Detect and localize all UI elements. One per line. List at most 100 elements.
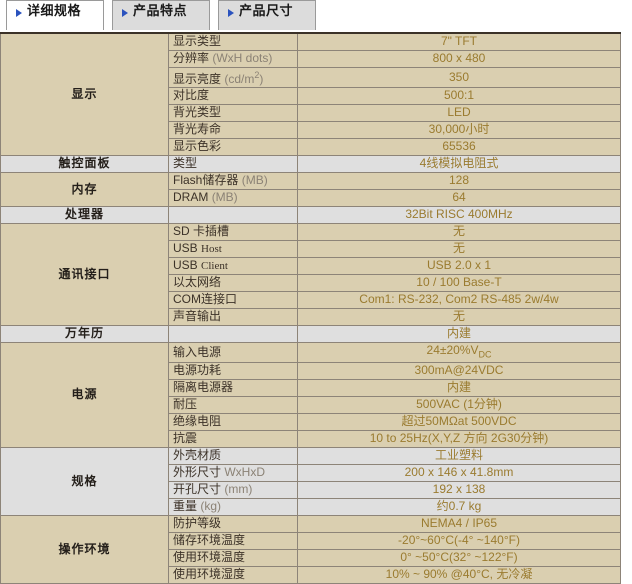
- attr-text: 显示类型: [173, 34, 222, 49]
- spec-attribute-label: [168, 205, 298, 224]
- table-row: 使用环境湿度 10% ~ 90% @40°C, 无冷凝: [1, 565, 621, 584]
- spec-attribute-label: DRAM (MB): [168, 188, 298, 207]
- spec-attribute-label: 储存环境温度: [168, 531, 298, 550]
- value-text: 300mA@24VDC: [414, 363, 504, 378]
- spec-value: -20°~60°C(-4° ~140°F): [297, 531, 621, 550]
- attr-text: 电源功耗: [173, 363, 222, 378]
- spec-value: 超过50MΩat 500VDC: [297, 412, 621, 431]
- spec-value: 无: [297, 222, 621, 241]
- tab-1[interactable]: 详细规格: [6, 0, 104, 30]
- spec-value: 10 / 100 Base-T: [297, 273, 621, 292]
- value-text: NEMA4 / IP65: [420, 516, 498, 531]
- table-row: 分辨率 (WxH dots) 800 x 480: [1, 49, 621, 68]
- spec-value: 300mA@24VDC: [297, 361, 621, 380]
- spec-attribute-label: 声音输出: [168, 307, 298, 326]
- table-row: 背光寿命 30,000小时: [1, 120, 621, 139]
- spec-value: 192 x 138: [297, 480, 621, 499]
- value-text: -20°~60°C(-4° ~140°F): [398, 533, 520, 548]
- triangle-right-icon: [122, 9, 128, 17]
- table-row: 外形尺寸 WxHxD 200 x 146 x 41.8mm: [1, 463, 621, 482]
- spec-attribute-label: [168, 324, 298, 343]
- spec-group-label: 通讯接口: [0, 222, 169, 326]
- subscript: DC: [478, 348, 492, 359]
- value-text: 500VAC (1分钟): [416, 397, 502, 412]
- attr-unit-value: (WxH dots): [212, 51, 273, 65]
- spec-value: USB 2.0 x 1: [297, 256, 621, 275]
- spec-value: 内建: [297, 378, 621, 397]
- spec-group-label: 处理器: [0, 205, 169, 224]
- spec-group-label: 规格: [0, 446, 169, 516]
- table-row: 电源功耗 300mA@24VDC: [1, 361, 621, 380]
- value-text: 10% ~ 90% @40°C, 无冷凝: [385, 567, 533, 582]
- value-text: 500:1: [443, 88, 475, 102]
- value-text: 32Bit RISC 400MHz: [405, 207, 513, 221]
- table-row: 绝缘电阻 超过50MΩat 500VDC: [1, 412, 621, 431]
- attr-unit-value: (mm): [224, 482, 253, 497]
- spec-attribute-label: 绝缘电阻: [168, 412, 298, 431]
- table-row: 对比度 500:1: [1, 86, 621, 105]
- spec-group-label: 触控面板: [0, 154, 169, 173]
- value-text: 128: [448, 173, 470, 187]
- value-text: 7" TFT: [440, 34, 478, 49]
- value-text: 无: [452, 224, 465, 238]
- spec-attribute-label: 类型: [168, 154, 298, 173]
- tab-label: 产品尺寸: [239, 3, 294, 18]
- spec-group-label: 显示: [0, 32, 169, 156]
- value-text: 192 x 138: [432, 482, 486, 497]
- value-text: 工业塑料: [434, 448, 483, 463]
- value-text: 无: [452, 309, 465, 323]
- value-text: 内建: [446, 380, 471, 395]
- spec-value: 4线模拟电阻式: [297, 154, 621, 173]
- attr-text: 外形尺寸: [173, 465, 222, 480]
- value-text: 800 x 480: [432, 51, 486, 65]
- spec-group-label: 操作环境: [0, 514, 169, 584]
- attr-text: 使用环境温度: [173, 550, 246, 565]
- table-row: 隔离电源器 内建: [1, 378, 621, 397]
- spec-attribute-label: 分辨率 (WxH dots): [168, 49, 298, 68]
- tab-label: 详细规格: [27, 3, 82, 18]
- attr-text: 显示色彩: [173, 139, 222, 153]
- table-row: 电源 输入电源 24±20%VDC: [0, 341, 621, 448]
- attr-text: 类型: [173, 156, 198, 170]
- value-text: 30,000小时: [428, 122, 490, 136]
- attr-text: 重量: [173, 499, 198, 514]
- spec-attribute-label: 显示类型: [168, 32, 298, 51]
- spec-attribute-label: 背光寿命: [168, 120, 298, 139]
- value-text: 64: [452, 190, 466, 204]
- value-text: 10 / 100 Base-T: [416, 275, 502, 289]
- attr-mono-text: Client: [201, 259, 228, 272]
- value-text: 内建: [446, 326, 471, 340]
- attr-text: SD 卡插槽: [173, 224, 230, 238]
- spec-table-body: 显示 显示类型 7" TFT 分辨率 (WxH dots) 800 x 480 显示亮度 …: [0, 32, 621, 584]
- spec-attribute-label: 重量 (kg): [168, 497, 298, 516]
- attr-text: 外壳材质: [173, 448, 222, 463]
- spec-group-label: 万年历: [0, 324, 169, 343]
- spec-group-label: 电源: [0, 341, 169, 448]
- table-row: 耐压 500VAC (1分钟): [1, 395, 621, 414]
- attr-text: 声音输出: [173, 309, 222, 323]
- spec-attribute-label: 使用环境湿度: [168, 565, 298, 584]
- value-text: 65536: [442, 139, 476, 153]
- table-row: USB Host 无: [1, 239, 621, 258]
- attr-unit-value: WxHxD: [224, 465, 266, 480]
- tab-3[interactable]: 产品尺寸: [218, 0, 316, 30]
- attr-text: DRAM: [173, 190, 209, 204]
- attr-text: Flash储存器: [173, 173, 239, 187]
- table-row: 内存 Flash储存器 (MB) 128: [0, 171, 621, 207]
- spec-value: 0° ~50°C(32° ~122°F): [297, 548, 621, 567]
- value-text: 超过50MΩat 500VDC: [401, 414, 517, 429]
- table-row: 以太网络 10 / 100 Base-T: [1, 273, 621, 292]
- attr-text: 背光类型: [173, 105, 222, 119]
- attr-unit-text: (mm): [221, 482, 252, 496]
- attr-unit-text: WxHxD: [221, 465, 265, 479]
- tab-2[interactable]: 产品特点: [112, 0, 210, 30]
- value-text: 无: [452, 241, 465, 255]
- spec-value: 128: [297, 171, 621, 190]
- attr-unit-text: (cd/m2): [221, 69, 264, 86]
- product-specification-table: 显示 显示类型 7" TFT 分辨率 (WxH dots) 800 x 480 显示亮度 …: [0, 32, 621, 584]
- attr-unit-text: (MB): [238, 173, 268, 187]
- attr-text: 绝缘电阻: [173, 414, 222, 429]
- spec-attribute-label: 外壳材质: [168, 446, 298, 465]
- spec-attribute-label: USB Host: [168, 239, 298, 258]
- value-text: 0° ~50°C(32° ~122°F): [400, 550, 518, 565]
